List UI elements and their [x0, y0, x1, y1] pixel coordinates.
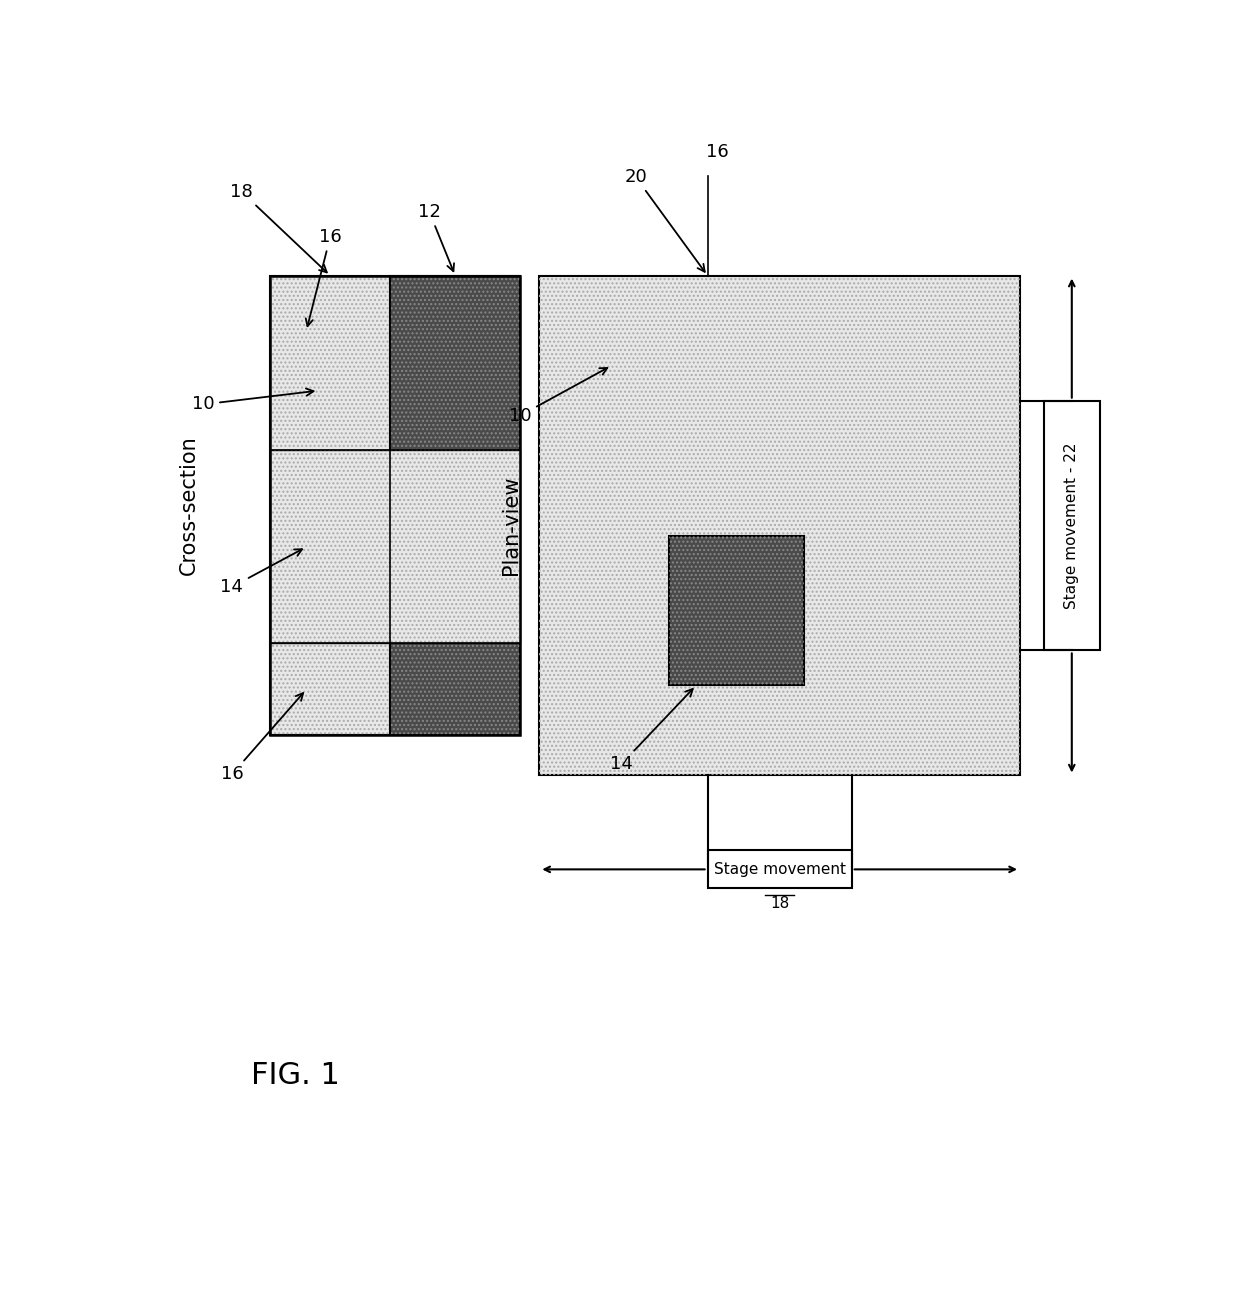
Text: Plan-view: Plan-view	[501, 476, 521, 575]
Text: 16: 16	[706, 143, 729, 161]
Bar	[539, 275, 1021, 775]
Text: 10: 10	[508, 367, 608, 424]
Text: FIG. 1: FIG. 1	[250, 1060, 340, 1090]
Text: 14: 14	[221, 549, 303, 596]
Text: Cross-section: Cross-section	[179, 436, 198, 575]
Bar	[270, 275, 521, 736]
Text: 14: 14	[610, 689, 693, 774]
Text: 10: 10	[192, 388, 314, 414]
Bar	[539, 275, 1021, 775]
Text: Stage movement - 22: Stage movement - 22	[1064, 443, 1079, 609]
Text: 20: 20	[624, 167, 704, 271]
Bar	[391, 275, 521, 736]
Bar	[391, 275, 521, 736]
Bar	[270, 450, 521, 644]
Bar	[670, 536, 804, 685]
Bar	[270, 275, 521, 736]
Bar	[1044, 401, 1100, 650]
Text: 16: 16	[221, 693, 303, 784]
Bar	[270, 275, 521, 736]
Bar	[670, 536, 804, 685]
Bar	[270, 450, 521, 644]
Text: Stage movement: Stage movement	[714, 862, 846, 877]
Text: 18: 18	[231, 183, 327, 273]
Bar	[708, 850, 852, 888]
Text: 16: 16	[306, 227, 342, 326]
Text: 12: 12	[418, 202, 454, 271]
Text: 18: 18	[770, 897, 790, 911]
